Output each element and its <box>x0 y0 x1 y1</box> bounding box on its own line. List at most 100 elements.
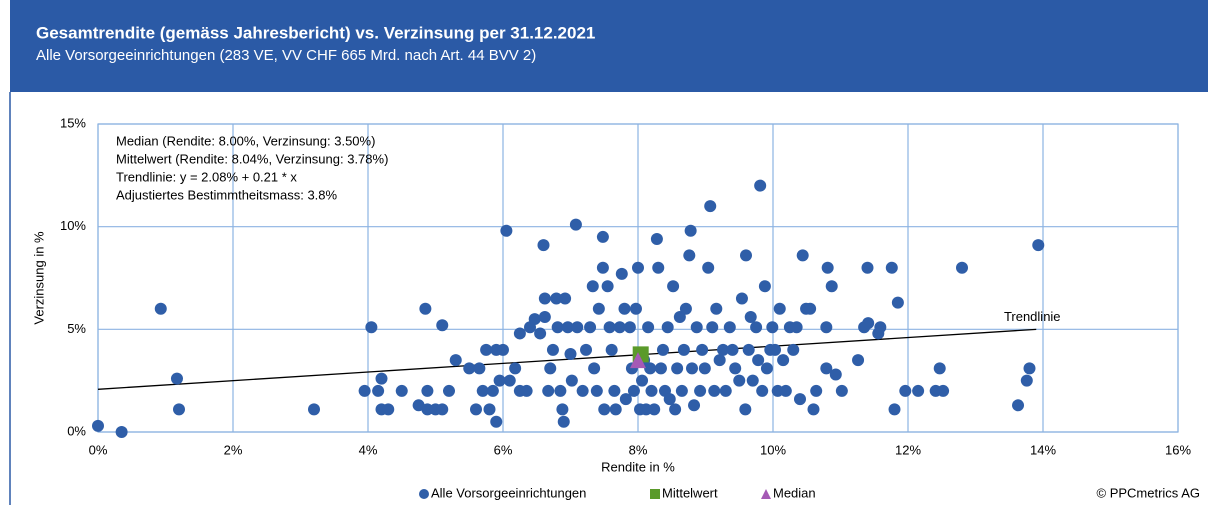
point <box>874 321 887 334</box>
point <box>629 302 642 315</box>
point <box>584 321 597 334</box>
point <box>679 302 692 315</box>
point <box>436 319 449 332</box>
point <box>704 200 717 213</box>
point <box>862 317 875 330</box>
point <box>372 384 385 397</box>
point <box>688 399 701 412</box>
point <box>483 403 496 416</box>
point <box>686 362 698 375</box>
y-tick-label: 0% <box>67 423 86 438</box>
point <box>829 368 842 381</box>
point <box>663 393 676 406</box>
point <box>667 280 680 293</box>
point <box>742 343 755 356</box>
point <box>509 362 522 375</box>
point <box>735 292 748 305</box>
point <box>154 302 167 315</box>
x-tick-label: 6% <box>494 442 513 457</box>
point <box>769 343 782 356</box>
legend-marker <box>650 489 660 499</box>
point <box>497 343 509 356</box>
point <box>308 403 320 416</box>
point <box>750 321 763 334</box>
chart-title: Gesamtrendite (gemäss Jahresbericht) vs.… <box>36 23 595 42</box>
point <box>644 362 657 375</box>
point <box>565 374 578 387</box>
point <box>564 347 577 360</box>
point <box>493 374 506 387</box>
point <box>675 384 688 397</box>
chart-subtitle: Alle Vorsorgeeinrichtungen (283 VE, VV C… <box>36 47 536 64</box>
point <box>885 261 898 274</box>
trendline-label: Trendlinie <box>1004 309 1061 324</box>
annotation: Mittelwert (Rendite: 8.04%, Verzinsung: … <box>116 151 388 166</box>
point <box>729 362 742 375</box>
point <box>669 403 682 416</box>
point <box>513 327 526 340</box>
point <box>810 384 823 397</box>
legend-label: Alle Vorsorgeeinrichtungen <box>431 485 586 500</box>
point <box>538 311 551 324</box>
point <box>542 384 555 397</box>
point <box>613 321 626 334</box>
annotation: Trendlinie: y = 2.08% + 0.21 * x <box>116 169 297 184</box>
point <box>787 343 800 356</box>
point <box>490 415 503 428</box>
point <box>740 249 752 262</box>
point <box>576 384 589 397</box>
point <box>608 384 621 397</box>
point <box>596 230 609 243</box>
point <box>500 224 513 237</box>
point <box>766 321 779 334</box>
point <box>358 384 371 397</box>
point <box>891 296 904 309</box>
point <box>601 280 614 293</box>
point <box>726 343 739 356</box>
point <box>956 261 968 274</box>
point <box>421 384 434 397</box>
annotation: Adjustiertes Bestimmtheitsmass: 3.8% <box>116 187 338 202</box>
point <box>463 362 476 375</box>
point <box>773 302 786 315</box>
point <box>557 415 570 428</box>
point <box>645 384 658 397</box>
point <box>752 354 765 367</box>
point <box>719 384 732 397</box>
point <box>443 384 455 397</box>
point <box>590 384 603 397</box>
point <box>170 372 183 385</box>
x-tick-label: 14% <box>1030 442 1056 457</box>
legend-label: Median <box>773 485 816 500</box>
legend-marker <box>419 489 429 499</box>
point <box>683 249 696 262</box>
point <box>937 384 950 397</box>
x-tick-label: 12% <box>895 442 921 457</box>
point <box>598 403 611 416</box>
y-tick-label: 10% <box>60 218 86 233</box>
point <box>365 321 378 334</box>
point <box>804 302 817 315</box>
point <box>605 343 618 356</box>
point <box>661 321 674 334</box>
point <box>596 261 609 274</box>
point <box>580 343 593 356</box>
point <box>899 384 912 397</box>
x-tick-label: 8% <box>629 442 648 457</box>
point <box>779 384 792 397</box>
point <box>739 403 752 416</box>
point <box>561 321 574 334</box>
point <box>92 419 104 432</box>
source: © PPCmetrics AG <box>1097 485 1201 500</box>
x-tick-label: 10% <box>760 442 786 457</box>
point <box>888 403 901 416</box>
point <box>820 362 833 375</box>
header-band <box>10 0 1208 92</box>
point <box>933 362 946 375</box>
point <box>820 321 833 334</box>
point <box>807 403 820 416</box>
point <box>544 362 557 375</box>
x-axis-label: Rendite in % <box>601 459 675 474</box>
